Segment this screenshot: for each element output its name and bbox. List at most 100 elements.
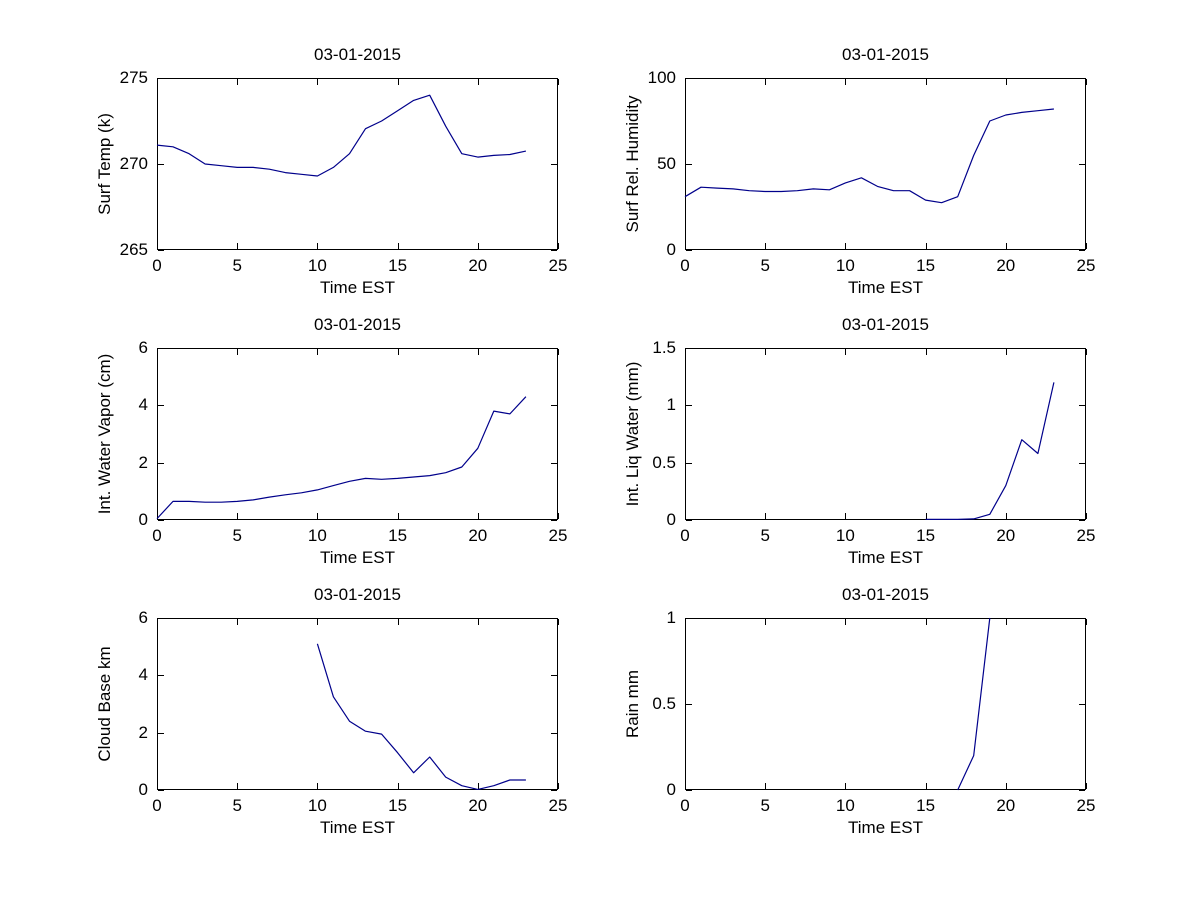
y-tick-label: 0 (138, 510, 148, 529)
y-tick-label: 50 (657, 154, 676, 173)
axes-frame (157, 348, 558, 520)
x-tick-label: 15 (388, 526, 408, 545)
x-tick-label: 0 (680, 256, 690, 275)
x-tick-label: 10 (835, 526, 855, 545)
x-tick-label: 25 (548, 256, 568, 275)
y-axis-label: Int. Water Vapor (cm) (95, 353, 114, 515)
y-tick-label: 4 (138, 395, 148, 415)
plot-title: 03-01-2015 (314, 45, 401, 64)
plot-title: 03-01-2015 (842, 585, 929, 604)
x-axis-label: Time EST (320, 548, 395, 567)
subplot-surf-temp: 03-01-2015 Surf Temp (k) Time EST 0 5 10 15… (95, 45, 567, 297)
subplot-rain: 03-01-2015 Rain mm Time EST 0 5 10 15 20 25 0 0… (623, 585, 1095, 837)
data-line-cloud-base (316, 643, 526, 790)
plot-title: 03-01-2015 (842, 45, 929, 64)
plot-title: 03-01-2015 (314, 585, 401, 604)
x-tick-label: 15 (916, 256, 936, 275)
axes-frame (685, 78, 1086, 250)
plot-area (684, 78, 1087, 251)
x-tick-label: 20 (468, 796, 488, 815)
x-tick-label: 5 (232, 526, 242, 545)
subplot-int-liq-water: 03-01-2015 Int. Liq Water (mm) Time EST … (623, 315, 1095, 567)
x-tick-label: 15 (916, 796, 936, 815)
axis-ticks (157, 78, 559, 251)
y-tick-label: 1.5 (652, 338, 676, 357)
axis-ticks (685, 618, 1087, 791)
y-tick-label: 270 (119, 154, 148, 173)
x-axis-label: Time EST (848, 278, 923, 297)
x-tick-label: 5 (232, 796, 242, 815)
plot-area (157, 618, 559, 791)
y-tick-label: 4 (138, 665, 148, 685)
data-line-rain (957, 617, 991, 791)
y-axis-label: Int. Liq Water (mm) (623, 361, 642, 507)
x-axis-label: Time EST (320, 818, 395, 837)
data-line-int-water-vapor (156, 396, 527, 520)
y-tick-label: 0 (666, 780, 676, 799)
y-tick-label: 2 (138, 452, 148, 472)
y-tick-label: 265 (119, 240, 148, 259)
y-tick-label: 1 (666, 608, 676, 627)
x-tick-label: 25 (1076, 256, 1096, 275)
x-axis-label: Time EST (848, 818, 923, 837)
x-tick-label: 20 (468, 256, 488, 275)
x-tick-label: 0 (680, 526, 690, 545)
x-tick-label: 15 (388, 796, 408, 815)
plot-area (685, 348, 1087, 521)
plot-title: 03-01-2015 (842, 315, 929, 334)
x-tick-label: 15 (916, 526, 936, 545)
x-tick-label: 10 (307, 796, 327, 815)
subplot-int-water-vapor: 03-01-2015 Int. Water Vapor (cm) Time ES… (95, 315, 567, 567)
y-tick-label: 6 (138, 338, 148, 357)
x-tick-label: 25 (548, 796, 568, 815)
axis-ticks (685, 78, 1087, 251)
x-tick-label: 5 (232, 256, 242, 275)
axes-frame (157, 618, 558, 790)
x-tick-label: 10 (835, 796, 855, 815)
x-tick-label: 0 (680, 796, 690, 815)
x-tick-label: 5 (760, 526, 770, 545)
x-tick-label: 10 (307, 256, 327, 275)
subplot-surf-rel-humidity: 03-01-2015 Surf Rel. Humidity Time EST 0… (623, 45, 1095, 297)
x-tick-label: 25 (548, 526, 568, 545)
y-tick-label: 0.5 (652, 452, 676, 472)
data-line-surf-rel-humidity (684, 108, 1054, 204)
x-tick-label: 25 (1076, 796, 1096, 815)
axes-frame (157, 78, 558, 250)
x-tick-label: 20 (996, 526, 1016, 545)
x-tick-label: 0 (152, 526, 162, 545)
x-axis-label: Time EST (848, 548, 923, 567)
y-tick-label: 275 (119, 68, 148, 87)
x-tick-label: 15 (388, 256, 408, 275)
axes-frame (685, 618, 1086, 790)
x-tick-label: 10 (835, 256, 855, 275)
y-tick-label: 0 (666, 240, 676, 259)
data-line-surf-temp (156, 94, 527, 177)
x-tick-label: 0 (152, 796, 162, 815)
y-tick-label: 0.5 (652, 694, 676, 713)
plot-area (685, 617, 1087, 791)
subplot-cloud-base: 03-01-2015 Cloud Base km Time EST 0 5 10 15… (95, 585, 567, 837)
x-tick-label: 20 (996, 256, 1016, 275)
axes-frame (685, 348, 1086, 520)
y-tick-label: 1 (666, 395, 676, 415)
x-tick-label: 5 (760, 256, 770, 275)
y-tick-label: 2 (138, 722, 148, 742)
x-tick-label: 10 (307, 526, 327, 545)
x-tick-label: 5 (760, 796, 770, 815)
x-tick-label: 0 (152, 256, 162, 275)
y-axis-label: Cloud Base km (95, 646, 114, 762)
plot-area (156, 348, 559, 521)
plot-area (156, 78, 559, 251)
y-tick-label: 100 (647, 68, 676, 87)
plot-title: 03-01-2015 (314, 315, 401, 334)
x-tick-label: 25 (1076, 526, 1096, 545)
axis-ticks (157, 618, 559, 791)
axis-ticks (157, 348, 559, 521)
y-tick-label: 6 (138, 608, 148, 627)
axis-ticks (685, 348, 1087, 521)
y-tick-label: 0 (666, 510, 676, 529)
x-tick-label: 20 (468, 526, 488, 545)
y-tick-label: 0 (138, 780, 148, 799)
